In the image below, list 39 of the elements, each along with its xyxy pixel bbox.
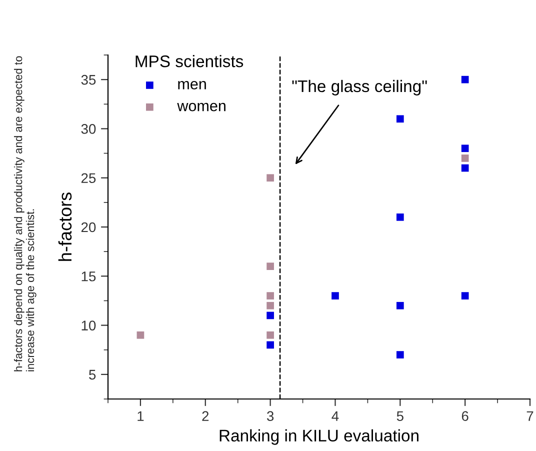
point (461, 154, 469, 162)
text: h-factors depend on quality and productivity and are expected to increase with age of the scientist. (14, 56, 36, 372)
y-axis-title: h-factors (58, 192, 72, 261)
y-tick-label: 5 (89, 370, 96, 380)
x-tick-label: 6 (462, 411, 468, 422)
legend-title: MPS scientists (136, 54, 244, 68)
point (396, 302, 404, 310)
y-tick-label: 10 (82, 320, 96, 330)
x-tick-label: 5 (396, 411, 404, 422)
y-tick-label: 25 (81, 173, 96, 184)
y-tick-label: 15 (82, 272, 96, 282)
point (461, 164, 469, 172)
point (266, 331, 274, 339)
point (461, 76, 469, 84)
x-tick-label: 7 (526, 411, 534, 421)
x-tick-label: 2 (202, 411, 209, 421)
point (266, 174, 274, 182)
point (461, 292, 469, 300)
y-tick-label: 30 (81, 124, 96, 134)
legend-label: men (178, 81, 206, 90)
annotation: "The glass ceiling" (292, 80, 427, 96)
point (332, 292, 339, 300)
point (266, 312, 274, 320)
point (396, 213, 404, 221)
x-tick-label: 4 (332, 411, 339, 421)
y-tick-label: 35 (81, 74, 96, 85)
x-axis-title: Ranking in KILU evaluation (220, 429, 418, 445)
point (136, 331, 144, 339)
point (396, 351, 404, 358)
point (266, 341, 274, 349)
x-tick-label: 3 (266, 411, 274, 422)
point (396, 115, 404, 123)
point (266, 302, 274, 310)
point (266, 292, 274, 300)
y-tick-label: 20 (81, 222, 96, 232)
point (461, 144, 469, 152)
x-tick-label: 1 (138, 411, 144, 421)
point (266, 262, 274, 270)
legend-label: women (177, 102, 226, 112)
